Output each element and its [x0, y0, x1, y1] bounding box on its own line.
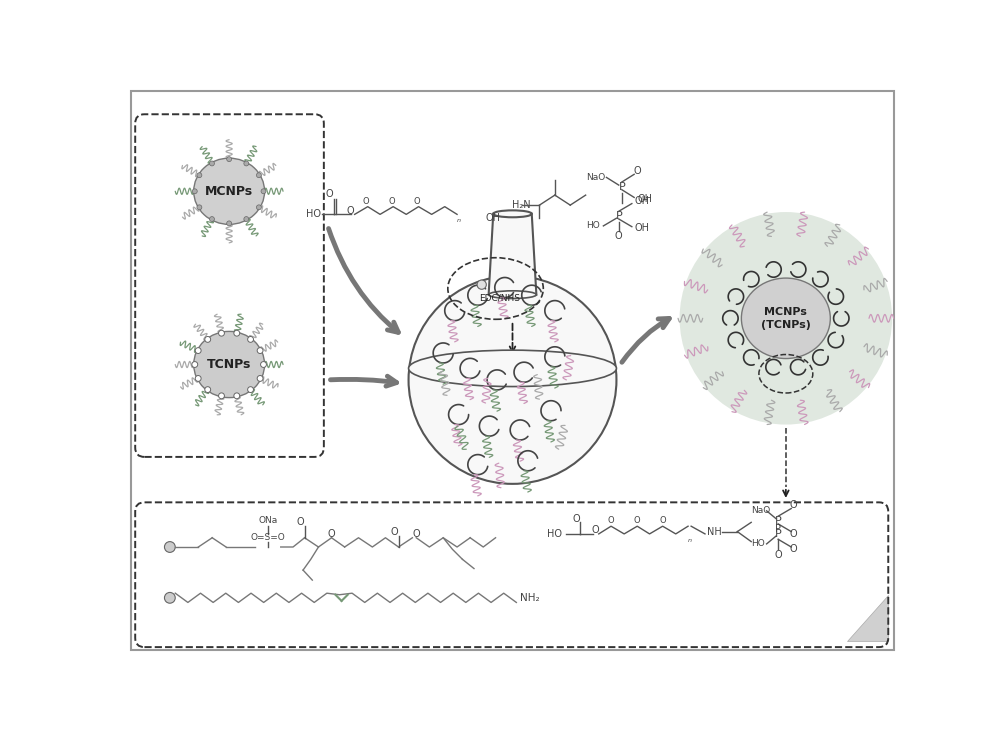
Circle shape — [164, 592, 175, 603]
Circle shape — [234, 393, 240, 399]
Text: H₂N: H₂N — [512, 200, 531, 210]
Circle shape — [248, 387, 253, 393]
Circle shape — [680, 212, 892, 424]
Ellipse shape — [194, 158, 265, 225]
Circle shape — [195, 348, 201, 354]
Text: NH: NH — [707, 526, 721, 537]
Circle shape — [261, 189, 266, 194]
Text: O: O — [790, 501, 797, 510]
Text: NH₂: NH₂ — [520, 593, 540, 603]
Text: O: O — [328, 529, 335, 539]
Circle shape — [257, 376, 263, 382]
Text: P: P — [775, 516, 782, 526]
Circle shape — [195, 376, 201, 382]
Ellipse shape — [489, 291, 536, 299]
Text: O: O — [615, 231, 623, 241]
Circle shape — [261, 362, 266, 368]
Circle shape — [244, 161, 249, 166]
Text: O: O — [388, 197, 395, 206]
Text: O: O — [608, 516, 614, 526]
Text: OH: OH — [486, 213, 501, 223]
Circle shape — [192, 189, 197, 194]
Circle shape — [227, 221, 232, 226]
Circle shape — [209, 217, 214, 222]
Text: EDC/NHS: EDC/NHS — [479, 294, 520, 302]
Circle shape — [244, 217, 249, 222]
Text: HO: HO — [586, 222, 599, 230]
Circle shape — [409, 276, 616, 484]
Ellipse shape — [409, 350, 616, 387]
Text: HO: HO — [306, 209, 321, 219]
Circle shape — [219, 330, 224, 336]
Text: P: P — [615, 211, 622, 221]
Circle shape — [164, 542, 175, 553]
Text: O: O — [790, 529, 797, 539]
Text: HO: HO — [547, 529, 562, 539]
Text: O: O — [592, 525, 599, 535]
Circle shape — [234, 330, 240, 336]
Circle shape — [256, 172, 261, 178]
Ellipse shape — [194, 331, 265, 398]
Circle shape — [257, 348, 263, 354]
Text: MCNPs: MCNPs — [205, 185, 253, 197]
Circle shape — [248, 336, 253, 342]
Text: $_n$: $_n$ — [687, 536, 692, 545]
Text: NaO: NaO — [586, 173, 605, 182]
Text: P: P — [775, 523, 781, 534]
Text: P: P — [775, 529, 782, 539]
Text: ONa: ONa — [258, 516, 277, 526]
Text: O: O — [633, 166, 641, 176]
Circle shape — [192, 362, 198, 368]
Polygon shape — [489, 214, 536, 294]
Circle shape — [256, 205, 261, 210]
Text: O: O — [412, 529, 420, 539]
Circle shape — [477, 280, 486, 289]
Circle shape — [197, 172, 202, 178]
Circle shape — [205, 387, 211, 393]
Text: O: O — [414, 197, 420, 206]
Circle shape — [205, 336, 211, 342]
Text: OH: OH — [637, 194, 652, 204]
Ellipse shape — [741, 278, 830, 358]
Text: O: O — [363, 197, 370, 206]
Text: OH: OH — [634, 195, 649, 206]
Circle shape — [219, 393, 224, 399]
Text: NaO: NaO — [751, 506, 770, 515]
Text: OH: OH — [634, 223, 649, 233]
Text: O: O — [347, 206, 355, 216]
Text: $_n$: $_n$ — [456, 216, 461, 225]
Text: O: O — [659, 516, 666, 526]
Circle shape — [227, 156, 232, 161]
Text: HO: HO — [751, 539, 765, 548]
Text: TCNPs: TCNPs — [207, 358, 251, 371]
Text: O: O — [325, 189, 333, 199]
Circle shape — [209, 161, 214, 166]
Text: O: O — [790, 545, 797, 554]
Text: O: O — [391, 526, 399, 537]
Ellipse shape — [493, 211, 532, 217]
Polygon shape — [847, 595, 888, 641]
Text: P: P — [618, 181, 625, 192]
Text: O: O — [634, 516, 641, 526]
Text: O=S=O: O=S=O — [250, 534, 285, 542]
Text: O: O — [297, 517, 305, 527]
Text: MCNPs
(TCNPs): MCNPs (TCNPs) — [761, 307, 811, 330]
Text: O: O — [774, 550, 782, 560]
Circle shape — [197, 205, 202, 210]
Text: O: O — [573, 514, 580, 523]
